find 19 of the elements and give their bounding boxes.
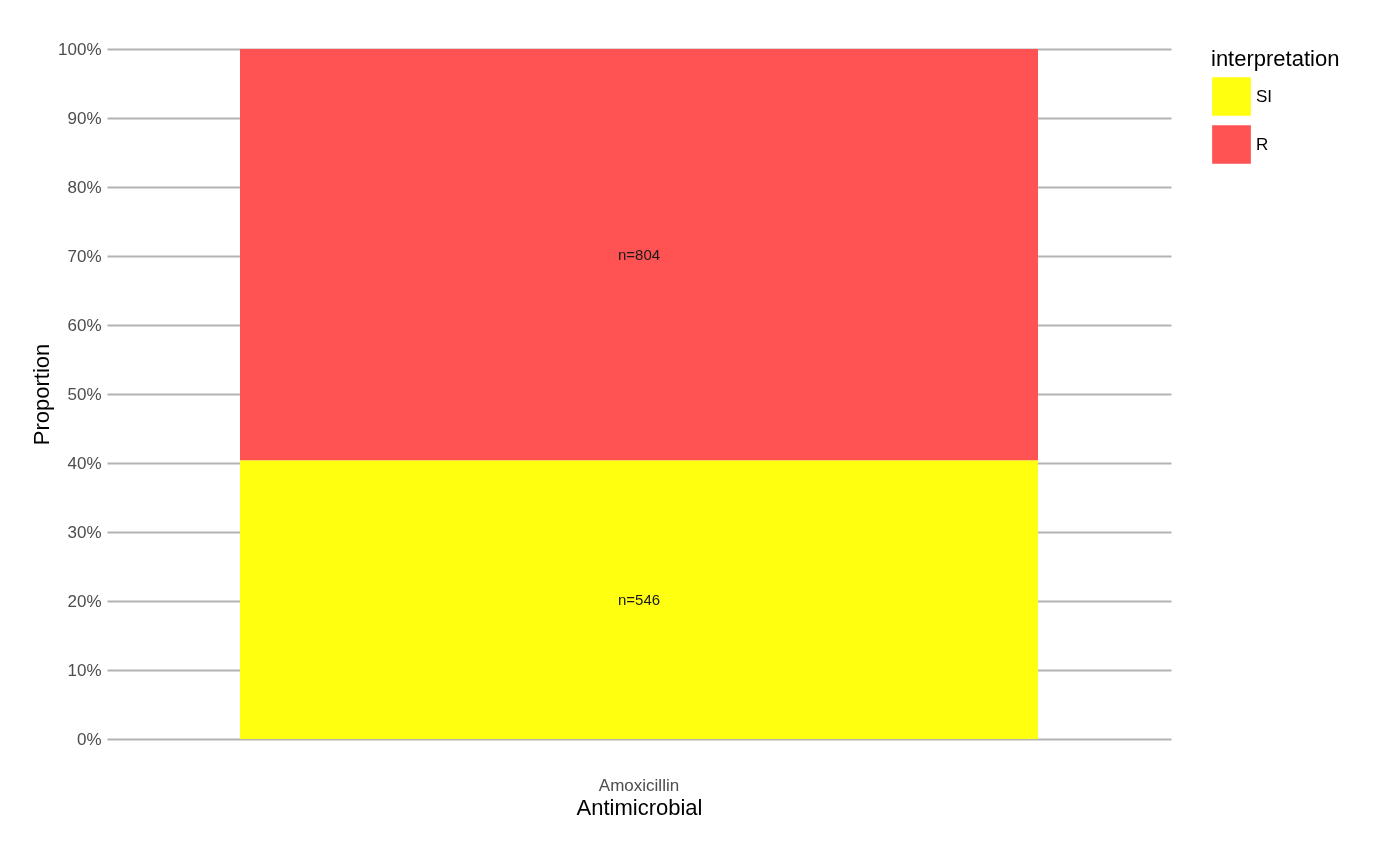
y-tick-label: 100% bbox=[58, 39, 102, 59]
y-tick-label: 80% bbox=[67, 177, 102, 197]
y-tick-label: 50% bbox=[67, 384, 102, 404]
y-axis-title: Proportion bbox=[29, 343, 55, 446]
legend-title: interpretation bbox=[1211, 46, 1340, 71]
x-axis-title: Antimicrobial bbox=[576, 794, 703, 820]
y-tick-label: 20% bbox=[67, 591, 102, 611]
y-tick-label: 40% bbox=[67, 453, 102, 473]
annotation: n=546 bbox=[617, 590, 661, 608]
y-tick-label: 10% bbox=[67, 660, 102, 680]
y-tick-label: 30% bbox=[67, 522, 102, 542]
legend-label: R bbox=[1256, 134, 1269, 154]
y-tick-label: 70% bbox=[67, 246, 102, 266]
x-tick-label: Amoxicillin bbox=[598, 775, 680, 795]
y-tick-label: 90% bbox=[67, 108, 102, 128]
y-tick-label: 60% bbox=[67, 315, 102, 335]
annotation: n=804 bbox=[617, 245, 661, 263]
legend-label: SI bbox=[1256, 86, 1273, 106]
y-tick-label: 0% bbox=[76, 729, 102, 749]
